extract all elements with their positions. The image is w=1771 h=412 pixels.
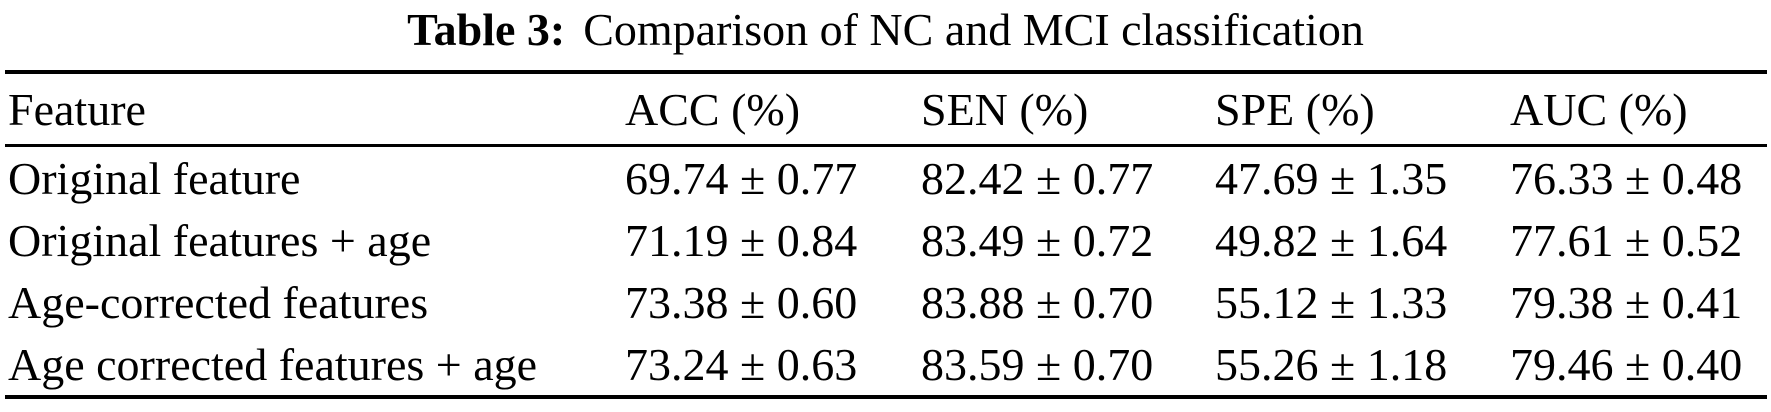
cell-auc: 79.38 ± 0.41 bbox=[1510, 276, 1743, 328]
cell-feature: Original feature bbox=[8, 152, 301, 204]
table-caption-title: Comparison of NC and MCI classification bbox=[583, 3, 1364, 55]
cell-auc: 77.61 ± 0.52 bbox=[1510, 214, 1743, 266]
cell-spe: 49.82 ± 1.64 bbox=[1215, 214, 1448, 266]
cell-spe: 55.12 ± 1.33 bbox=[1215, 276, 1448, 328]
cell-spe: 47.69 ± 1.35 bbox=[1215, 152, 1448, 204]
header-row: Feature ACC (%) SEN (%) SPE (%) AUC (%) bbox=[5, 72, 1767, 147]
cell-auc: 76.33 ± 0.48 bbox=[1510, 152, 1743, 204]
table-row-age-corrected-features: Age-corrected features 73.38 ± 0.60 83.8… bbox=[5, 271, 1767, 333]
cell-auc: 79.46 ± 0.40 bbox=[1510, 338, 1743, 390]
table-row-original-features-age: Original features + age 71.19 ± 0.84 83.… bbox=[5, 209, 1767, 271]
cell-acc: 73.38 ± 0.60 bbox=[625, 276, 858, 328]
column-header-auc: AUC (%) bbox=[1507, 72, 1767, 147]
column-header-feature: Feature bbox=[5, 72, 622, 147]
table-caption-label: Table 3: bbox=[407, 3, 566, 55]
results-table: Feature ACC (%) SEN (%) SPE (%) AUC (%) … bbox=[5, 70, 1767, 399]
cell-acc: 71.19 ± 0.84 bbox=[625, 214, 858, 266]
table-row-original-feature: Original feature 69.74 ± 0.77 82.42 ± 0.… bbox=[5, 146, 1767, 210]
cell-feature: Original features + age bbox=[8, 214, 432, 266]
cell-feature: Age corrected features + age bbox=[8, 338, 538, 390]
column-header-spe: SPE (%) bbox=[1212, 72, 1507, 147]
cell-spe: 55.26 ± 1.18 bbox=[1215, 338, 1448, 390]
column-header-sen: SEN (%) bbox=[918, 72, 1212, 147]
cell-feature: Age-corrected features bbox=[8, 276, 429, 328]
column-header-acc: ACC (%) bbox=[622, 72, 918, 147]
cell-acc: 69.74 ± 0.77 bbox=[625, 152, 858, 204]
table-caption: Table 3: Comparison of NC and MCI classi… bbox=[0, 0, 1771, 70]
cell-sen: 83.49 ± 0.72 bbox=[921, 214, 1154, 266]
cell-sen: 83.88 ± 0.70 bbox=[921, 276, 1154, 328]
cell-sen: 83.59 ± 0.70 bbox=[921, 338, 1154, 390]
table-row-age-corrected-features-age: Age corrected features + age 73.24 ± 0.6… bbox=[5, 333, 1767, 397]
cell-acc: 73.24 ± 0.63 bbox=[625, 338, 858, 390]
cell-sen: 82.42 ± 0.77 bbox=[921, 152, 1154, 204]
